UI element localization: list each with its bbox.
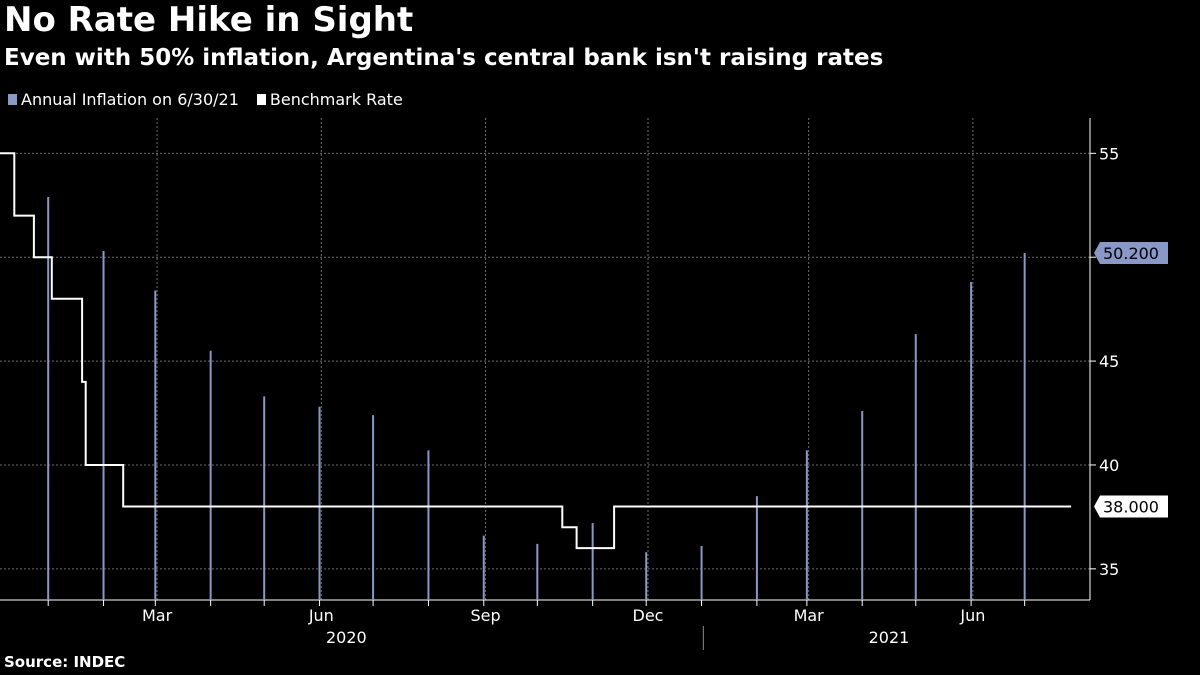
- inflation-last-value-box: [1094, 242, 1168, 265]
- legend-swatch-benchmark: [256, 94, 266, 105]
- x-tick-label: Mar: [142, 606, 173, 625]
- chart-title: No Rate Hike in Sight: [4, 0, 414, 40]
- year-label: 2021: [869, 628, 910, 647]
- legend-item-benchmark: Benchmark Rate: [256, 90, 403, 109]
- y-tick-label: 45: [1099, 352, 1119, 371]
- benchmark-last-value-label: 38.000: [1103, 498, 1159, 517]
- x-tick-label: Sep: [470, 606, 500, 625]
- source-note: Source: INDEC: [4, 653, 126, 671]
- chart-subtitle: Even with 50% inflation, Argentina's cen…: [4, 45, 884, 71]
- x-tick-label: Jun: [959, 606, 985, 625]
- y-tick-label: 40: [1099, 456, 1119, 475]
- x-tick-label: Jun: [308, 606, 334, 625]
- y-axis-label: Percent: [1197, 347, 1200, 430]
- y-tick-label: 55: [1099, 144, 1119, 163]
- benchmark-last-value-box: [1094, 495, 1168, 518]
- x-tick-label: Mar: [794, 606, 825, 625]
- inflation-last-value-label: 50.200: [1103, 244, 1159, 263]
- legend-label-benchmark: Benchmark Rate: [269, 90, 403, 109]
- legend-swatch-inflation: [8, 94, 17, 105]
- legend-item-inflation: Annual Inflation on 6/30/21: [8, 90, 239, 109]
- x-tick-label: Dec: [633, 606, 664, 625]
- chart-legend: Annual Inflation on 6/30/21 Benchmark Ra…: [8, 90, 421, 109]
- y-tick-label: 35: [1099, 560, 1119, 579]
- legend-label-inflation: Annual Inflation on 6/30/21: [21, 90, 239, 109]
- year-label: 2020: [326, 628, 367, 647]
- benchmark-rate-line: [0, 152, 1072, 550]
